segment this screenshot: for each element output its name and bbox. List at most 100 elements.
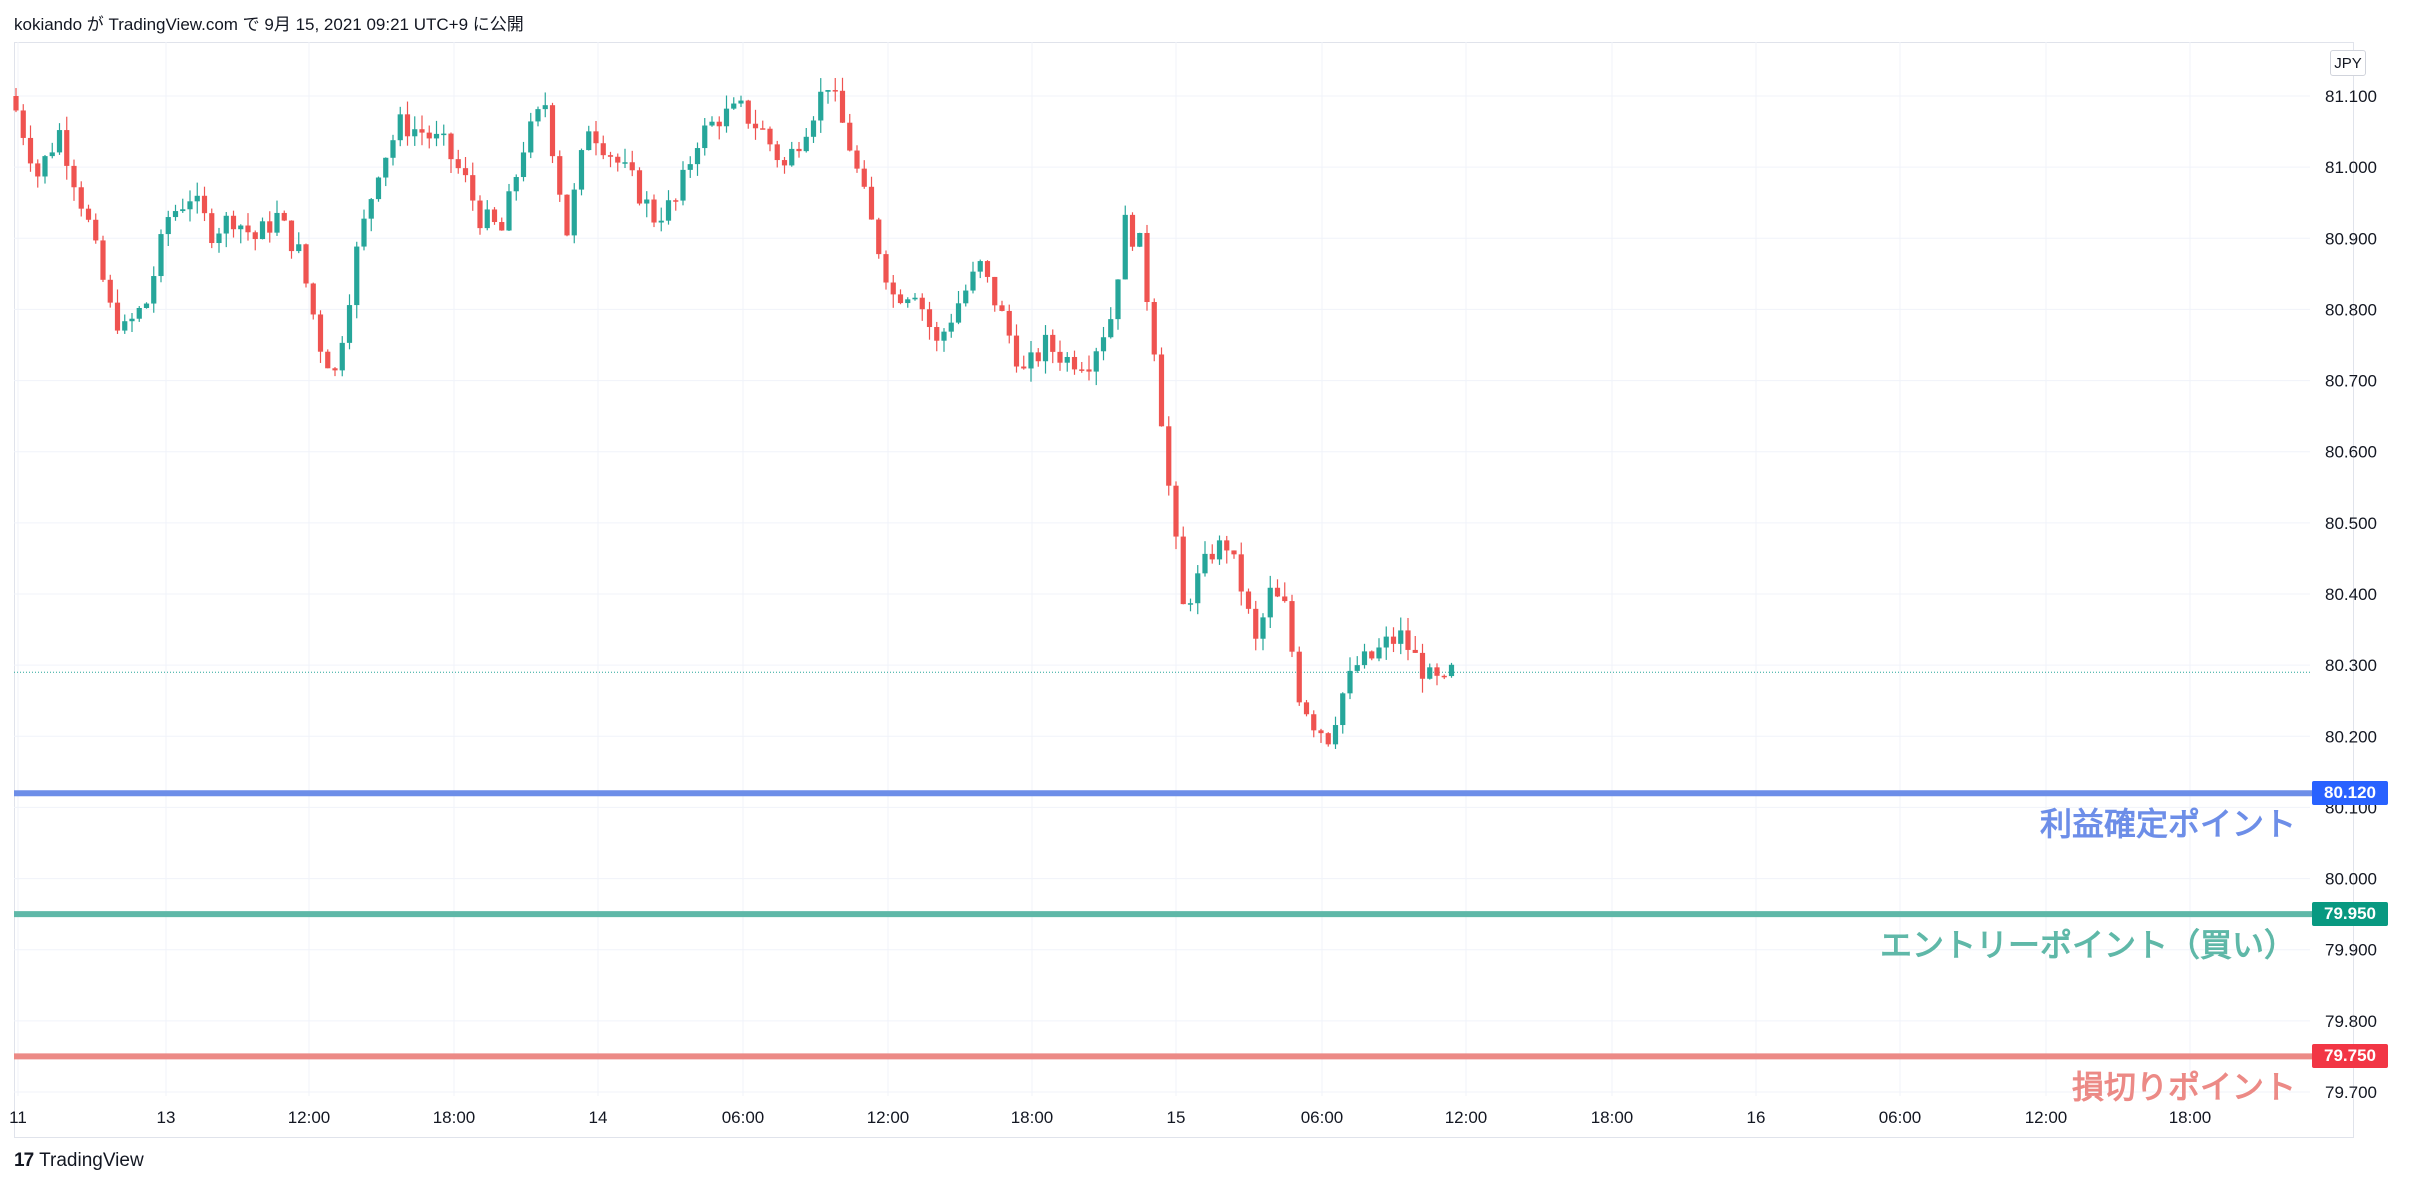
candle-body [723, 108, 730, 127]
candle-body [513, 177, 519, 192]
x-tick-label: 12:00 [288, 1108, 331, 1127]
candle-body [332, 368, 338, 371]
candle-body [462, 168, 469, 176]
candle-body [1079, 369, 1085, 371]
candle-body [992, 276, 998, 306]
candle-body [977, 261, 983, 272]
candle-body [245, 225, 251, 233]
candle-body [1093, 351, 1099, 372]
candle-body [71, 165, 77, 188]
y-tick-label: 80.400 [2325, 585, 2377, 604]
candle-body [78, 187, 84, 209]
candle-body [426, 132, 432, 139]
candle-body [955, 303, 962, 323]
candle-body [578, 150, 585, 190]
candle-body [1340, 693, 1346, 726]
y-tick-label: 80.500 [2325, 514, 2377, 533]
candle-body [694, 148, 701, 165]
candle-body [433, 133, 440, 139]
candle-body [760, 128, 766, 130]
candle-body [774, 144, 780, 161]
candle-body [839, 90, 846, 123]
candle-body [100, 240, 106, 280]
candle-body [1253, 608, 1259, 639]
candle-body [1021, 366, 1027, 369]
candle-body [1383, 636, 1389, 648]
candle-body [890, 282, 896, 295]
candle-body [397, 114, 403, 141]
candle-body [506, 191, 512, 231]
candle-body [810, 120, 817, 137]
candle-body [1071, 356, 1078, 370]
candle-body [499, 222, 505, 231]
candle-body [1245, 591, 1252, 609]
candle-body [636, 170, 643, 204]
candle-body [883, 254, 889, 283]
candle-body [303, 244, 309, 284]
candle-body [535, 109, 541, 122]
candle-body [658, 220, 664, 223]
currency-button[interactable]: JPY [2330, 50, 2366, 76]
chart-frame[interactable] [14, 42, 2354, 1138]
candle-body [1325, 733, 1331, 745]
candle-body [644, 199, 650, 204]
candle-body [1108, 319, 1114, 338]
x-tick-label: 16 [1747, 1108, 1766, 1127]
x-tick-label: 12:00 [1445, 1108, 1488, 1127]
y-tick-label: 80.000 [2325, 870, 2377, 889]
candle-body [64, 130, 70, 166]
candle-body [919, 297, 925, 310]
candle-body [593, 131, 599, 144]
tradingview-logo-icon: 17 [14, 1150, 34, 1171]
y-tick-label: 80.700 [2325, 372, 2377, 391]
candle-body [223, 215, 229, 234]
candle-body [557, 156, 563, 195]
candle-body [122, 321, 128, 331]
candle-body [259, 221, 266, 240]
candle-body [876, 219, 882, 255]
candle-body [85, 208, 92, 220]
candle-body [1086, 369, 1092, 372]
candle-body [1361, 651, 1368, 666]
candle-body [288, 220, 295, 252]
candle-body [56, 130, 63, 153]
candle-body [209, 213, 215, 244]
candle-body [93, 219, 99, 241]
footer[interactable]: 17 TradingView [14, 1150, 144, 1172]
candle-body [354, 246, 360, 306]
candle-body [1180, 536, 1186, 605]
candle-body [1035, 352, 1041, 362]
candle-body [702, 125, 708, 149]
candle-body [216, 233, 222, 244]
x-tick-label: 15 [1167, 1108, 1186, 1127]
candle-body [868, 186, 875, 220]
candle-body [412, 129, 418, 137]
publish-info: kokiando が TradingView.com で 9月 15, 2021… [14, 15, 524, 34]
candle-body [1129, 214, 1136, 247]
candle-body [1332, 725, 1339, 745]
candle-body [615, 156, 621, 163]
candle-body [339, 342, 345, 371]
candle-body [1158, 354, 1165, 427]
x-axis: 11 13 12:00 18:00 14 06:00 12:00 18:00 15 06:00 12… [9, 1108, 2211, 1127]
candle-body [230, 215, 237, 230]
candle-body [680, 169, 686, 201]
x-tick-label: 11 [9, 1108, 27, 1127]
candle-body [673, 200, 679, 202]
candle-body [1427, 667, 1433, 679]
x-tick-label: 13 [157, 1108, 176, 1127]
candle-body [296, 244, 302, 252]
candle-body [274, 212, 280, 233]
candle-body [1006, 310, 1012, 336]
candle-body [1434, 667, 1440, 676]
candle-body [1173, 485, 1179, 537]
candle-body [542, 105, 548, 110]
candle-body [528, 121, 534, 153]
candle-body [491, 209, 498, 223]
candle-body [629, 162, 635, 171]
candle-body [267, 221, 273, 233]
y-tick-label: 80.600 [2325, 443, 2377, 462]
candle-body [1144, 232, 1150, 303]
candle-body [999, 305, 1005, 311]
